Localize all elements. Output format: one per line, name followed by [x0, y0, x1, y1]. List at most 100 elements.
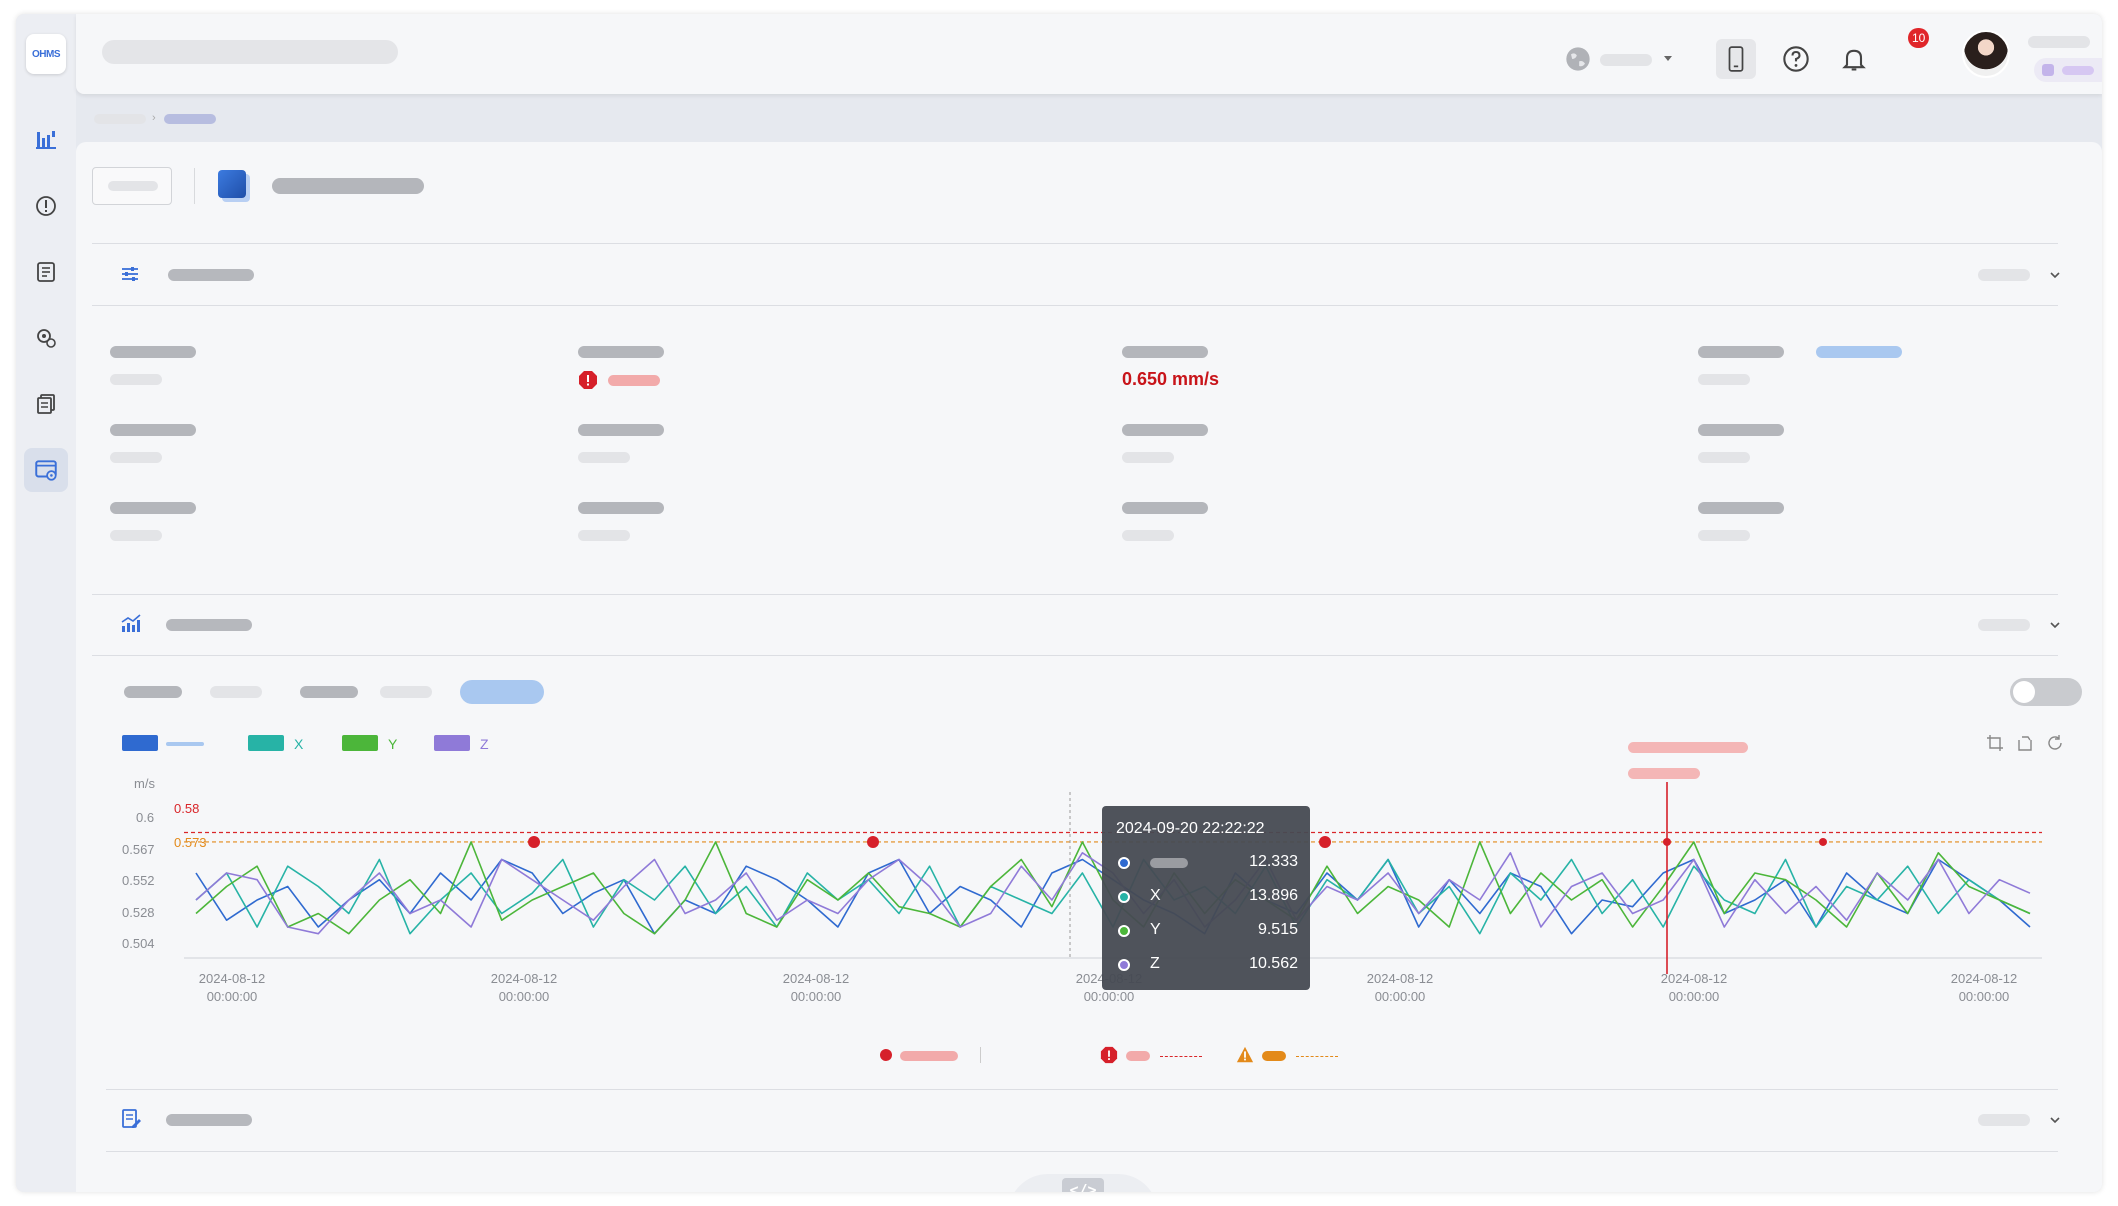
chart-tab[interactable] — [380, 686, 432, 698]
documents-icon[interactable] — [24, 382, 68, 426]
tooltip-series-dot — [1118, 891, 1130, 903]
tooltip-value: 9.515 — [1257, 921, 1298, 938]
zoom-select-icon[interactable] — [1986, 734, 2004, 757]
device-name-placeholder — [272, 178, 424, 194]
field-label — [1698, 346, 1784, 358]
threshold-warning-label: 0.573 — [174, 835, 207, 850]
code-icon[interactable]: </> — [1062, 1178, 1104, 1192]
chart-tooltip: 2024-09-20 22:22:22 12.333 X 13.896 Y 9.… — [1102, 806, 1310, 990]
breadcrumb-item-1[interactable] — [94, 114, 146, 124]
alert-icon[interactable] — [24, 184, 68, 228]
chart-tab-active[interactable] — [460, 680, 544, 704]
field-value — [1698, 452, 1750, 463]
legend-swatch-y[interactable] — [342, 735, 378, 751]
role-icon — [2042, 64, 2054, 76]
divider — [92, 243, 2058, 244]
threshold-alarm-label: 0.58 — [174, 801, 200, 816]
legend-label-x[interactable]: X — [294, 736, 304, 752]
divider — [106, 1089, 2058, 1090]
y-tick-label: 0.528 — [122, 905, 155, 920]
alarm-threshold-line-sample — [1160, 1056, 1202, 1057]
warning-threshold-line-sample — [1296, 1056, 1338, 1057]
chevron-down-icon[interactable] — [2048, 618, 2062, 632]
field-value — [110, 374, 162, 385]
settings-gear-icon[interactable] — [24, 316, 68, 360]
y-tick-label: 0.567 — [122, 842, 155, 857]
username-placeholder — [2028, 36, 2090, 48]
app-logo[interactable]: OHMS — [26, 34, 66, 74]
sidebar: OHMS — [16, 14, 76, 1192]
device-config-icon[interactable] — [24, 448, 68, 492]
legend-swatch-x[interactable] — [248, 735, 284, 751]
field-value — [1122, 452, 1174, 463]
app-window: OHMS — [16, 14, 2102, 1192]
tooltip-row: X 13.896 — [1118, 886, 1298, 908]
report-icon[interactable] — [24, 250, 68, 294]
help-icon[interactable] — [1776, 39, 1816, 79]
section-title-trend — [166, 619, 252, 631]
language-selector[interactable] — [1600, 54, 1652, 66]
alarm-point-legend-icon — [880, 1049, 892, 1061]
legend-swatch-z[interactable] — [434, 735, 470, 751]
alarm-threshold-label — [1126, 1051, 1150, 1061]
dashboard-icon[interactable] — [24, 118, 68, 162]
section-title-info — [168, 269, 254, 281]
chart-tab[interactable] — [124, 686, 182, 698]
tooltip-value: 12.333 — [1249, 853, 1298, 870]
zoom-reset-icon[interactable] — [2016, 734, 2034, 757]
notification-bell-icon[interactable] — [1834, 39, 1874, 79]
field-value — [110, 530, 162, 541]
page-title-placeholder — [102, 40, 398, 64]
alarm-point-legend-label — [900, 1051, 958, 1061]
collapse-label[interactable] — [1978, 269, 2030, 281]
x-tick-time: 00:00:00 — [1374, 989, 1426, 1004]
divider — [92, 655, 2058, 656]
caret-down-icon[interactable] — [1664, 56, 1672, 61]
tooltip-time: 2024-09-20 22:22:22 — [1116, 820, 1265, 837]
breadcrumb-item-current — [164, 114, 216, 124]
field-label — [1698, 424, 1784, 436]
collapse-label[interactable] — [1978, 619, 2030, 631]
tooltip-series-name: X — [1150, 887, 1161, 904]
field-label — [578, 424, 664, 436]
field-value — [578, 530, 630, 541]
legend-label-series-1[interactable] — [166, 742, 204, 746]
legend-label-z[interactable]: Z — [480, 736, 489, 752]
record-edit-icon — [120, 1108, 142, 1135]
field-value — [110, 452, 162, 463]
chart-tab[interactable] — [210, 686, 262, 698]
field-label — [1122, 424, 1208, 436]
chart-tab[interactable] — [300, 686, 358, 698]
alarm-threshold-icon — [1100, 1046, 1118, 1069]
tooltip-series-dot — [1118, 959, 1130, 971]
field-value — [1122, 530, 1174, 541]
refresh-icon[interactable] — [2046, 734, 2064, 757]
field-link[interactable] — [1816, 346, 1902, 358]
live-toggle[interactable] — [2010, 678, 2082, 706]
legend-label-y[interactable]: Y — [388, 736, 398, 752]
x-tick-time: 00:00:00 — [1958, 989, 2010, 1004]
alarm-status-text — [608, 375, 660, 386]
breadcrumb-separator: › — [152, 112, 156, 124]
tooltip-series-dot — [1118, 925, 1130, 937]
x-tick-time: 00:00:00 — [498, 989, 550, 1004]
tooltip-series-dot — [1118, 857, 1130, 869]
x-tick-time: 00:00:00 — [1083, 989, 1135, 1004]
language-globe-icon[interactable] — [1558, 39, 1598, 79]
tooltip-row: Z 10.562 — [1118, 954, 1298, 976]
top-header: 10 — [76, 14, 2102, 94]
chevron-down-icon[interactable] — [2048, 1113, 2062, 1127]
user-avatar[interactable] — [1962, 30, 2010, 78]
tooltip-series-name: Y — [1150, 921, 1161, 938]
chevron-down-icon[interactable] — [2048, 268, 2062, 282]
mobile-device-icon[interactable] — [1716, 39, 1756, 79]
alarm-point — [528, 835, 540, 848]
legend-swatch-series-1[interactable] — [122, 735, 158, 751]
field-label — [1122, 502, 1208, 514]
collapse-label[interactable] — [1978, 1114, 2030, 1126]
legend-divider — [980, 1047, 981, 1063]
alarm-status-icon — [578, 370, 598, 395]
